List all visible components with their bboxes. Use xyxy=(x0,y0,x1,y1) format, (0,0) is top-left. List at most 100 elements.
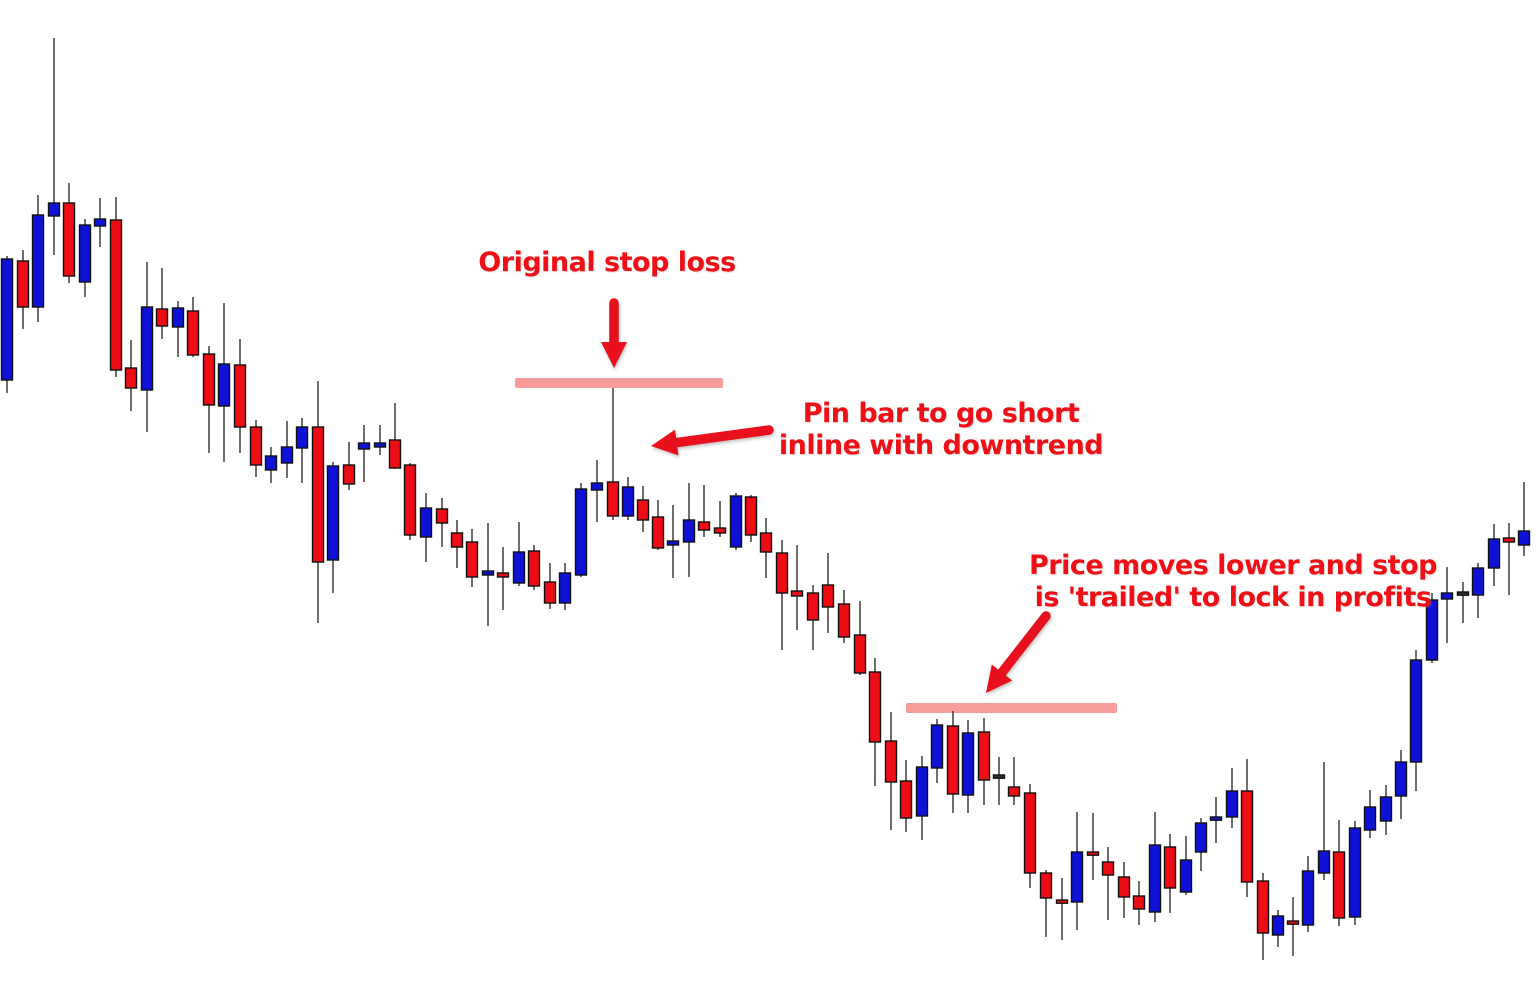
candle-body-bullish xyxy=(264,455,278,471)
candle-body-bearish xyxy=(1039,872,1053,899)
candle-body-bearish xyxy=(1332,851,1346,919)
candle-body-bullish xyxy=(1317,850,1331,874)
candle-body-bullish xyxy=(729,495,743,548)
candle-body-bullish xyxy=(1394,761,1408,797)
candle-body-bullish xyxy=(1148,844,1162,913)
candle-body-bullish xyxy=(1517,530,1531,546)
annotation-pin-bar-line2: inline with downtrend xyxy=(778,430,1104,461)
arrow-shaft xyxy=(996,611,1051,679)
candle-body-bullish xyxy=(1379,796,1393,822)
candle-body-bearish xyxy=(1240,790,1254,883)
candle-body-bullish xyxy=(295,426,309,449)
candle-body-bearish xyxy=(606,481,620,517)
candle-body-bearish xyxy=(1256,880,1270,934)
candle-body-bearish xyxy=(977,731,991,781)
annotation-trailed-stop-line1: Price moves lower and stop xyxy=(1029,550,1437,581)
candle-body-bearish xyxy=(1163,846,1177,889)
candle-body-bearish xyxy=(837,603,851,638)
candle-body-bullish xyxy=(1348,827,1362,918)
candle-body-bullish xyxy=(1225,790,1239,818)
candle-body-bullish xyxy=(326,465,340,561)
candle-body-bearish xyxy=(186,310,200,356)
candle-body-bearish xyxy=(1117,876,1131,898)
candle-body-bearish xyxy=(202,353,216,406)
candle-body-bullish xyxy=(1271,915,1285,936)
candle-body-bearish xyxy=(450,532,464,548)
candle-body-bullish xyxy=(1070,851,1084,903)
original-stop-level xyxy=(515,378,723,388)
candle-body-bearish xyxy=(821,584,835,608)
arrow-to-original-stop xyxy=(601,298,627,368)
arrow-shaft xyxy=(670,425,774,448)
candle-body-bullish xyxy=(1487,538,1501,569)
candle-body-bearish xyxy=(868,671,882,743)
candle-body-bearish xyxy=(1055,899,1069,904)
candle-body-bearish xyxy=(543,581,557,604)
candle-body-bearish xyxy=(790,590,804,597)
candle-body-bullish xyxy=(1363,806,1377,831)
candle-body-bearish xyxy=(884,740,898,783)
candle-body-bearish xyxy=(899,780,913,819)
candle-body-bearish xyxy=(16,260,30,308)
candle-body-bearish xyxy=(1007,786,1021,797)
candle-body-bullish xyxy=(1425,599,1439,661)
candle-body-bearish xyxy=(1023,792,1037,874)
candle-body-bearish xyxy=(1502,537,1516,543)
candle-body-bearish xyxy=(403,464,417,536)
candle-body-bearish xyxy=(946,725,960,795)
candle-body-bullish xyxy=(621,486,635,517)
candle-body-bullish xyxy=(512,551,526,584)
candle-body-bullish xyxy=(1209,816,1223,821)
candle-body-bullish xyxy=(930,724,944,769)
candle-body-bearish xyxy=(155,308,169,327)
candle-body-bullish xyxy=(1471,567,1485,596)
annotation-trailed-stop-line2: is 'trailed' to lock in profits xyxy=(1034,582,1432,613)
arrow-head xyxy=(651,429,679,456)
candle-body-bullish xyxy=(558,572,572,604)
arrow-head xyxy=(601,342,627,368)
candle-body-bullish xyxy=(590,482,604,491)
candle-body-bearish xyxy=(636,499,650,521)
candle-body-bullish xyxy=(419,507,433,538)
candle-body-bullish xyxy=(1301,870,1315,926)
candle-body-bullish xyxy=(1179,859,1193,893)
arrow-to-pin-bar xyxy=(651,425,774,456)
candle-body-bearish xyxy=(527,550,541,587)
annotation-original-stop-loss: Original stop loss xyxy=(478,247,736,279)
candle-body-bearish xyxy=(651,516,665,549)
annotation-trailed-stop: Price moves lower and stop is 'trailed' … xyxy=(1029,550,1437,614)
candle-body-bearish xyxy=(342,464,356,485)
candle-body-bullish xyxy=(1409,659,1423,763)
candle-body-bullish xyxy=(217,363,231,407)
candle-body-bearish xyxy=(806,592,820,621)
candle-body-bullish xyxy=(682,519,696,543)
candle-body-bullish xyxy=(481,570,495,576)
candle-body-bearish xyxy=(697,521,711,531)
candle-body-bullish xyxy=(666,540,680,546)
candle-body-bullish xyxy=(171,307,185,328)
candle-body-bullish xyxy=(0,258,14,381)
annotation-pin-bar: Pin bar to go short inline with downtren… xyxy=(778,398,1104,462)
trailed-stop-level xyxy=(906,703,1117,713)
candle-body-bullish xyxy=(31,214,45,308)
candle-body-bullish xyxy=(1440,592,1454,600)
arrow-head xyxy=(986,664,1013,693)
candle-body-bearish xyxy=(1086,851,1100,856)
candle-body-doji xyxy=(992,774,1006,779)
candle-body-bearish xyxy=(744,496,758,536)
candle-body-bullish xyxy=(280,446,294,464)
candle-body-bullish xyxy=(915,766,929,817)
candle-body-bearish xyxy=(1101,861,1115,876)
annotation-pin-bar-line1: Pin bar to go short xyxy=(802,398,1080,429)
candle-body-bullish xyxy=(357,442,371,450)
candle-body-doji xyxy=(1456,591,1470,596)
candle-body-bearish xyxy=(311,426,325,563)
candle-body-bullish xyxy=(93,218,107,227)
candle-body-bearish xyxy=(713,527,727,534)
candle-body-bullish xyxy=(574,488,588,576)
candle-body-bearish xyxy=(388,439,402,469)
candle-body-bearish xyxy=(775,552,789,594)
candle-body-bullish xyxy=(961,732,975,796)
candle-body-bearish xyxy=(1286,920,1300,925)
